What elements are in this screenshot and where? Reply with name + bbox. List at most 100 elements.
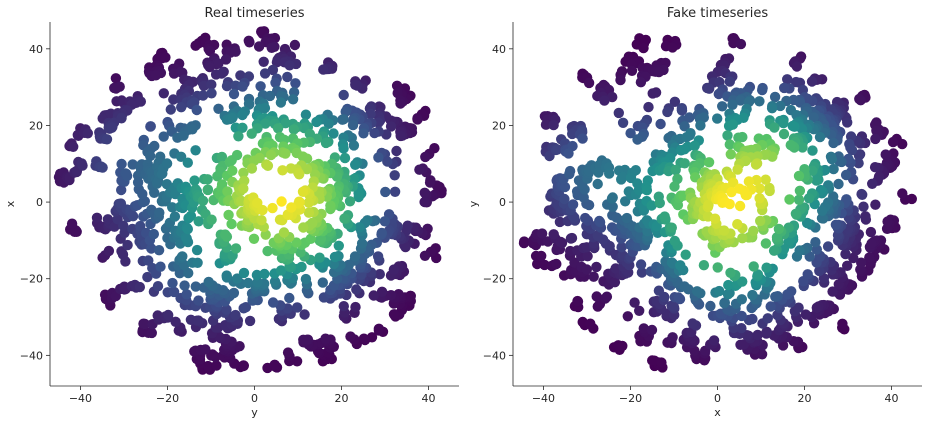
- scatter-point: [679, 158, 690, 169]
- scatter-point: [66, 218, 78, 229]
- scatter-point: [255, 81, 266, 92]
- scatter-point: [297, 186, 309, 197]
- scatter-point: [338, 301, 349, 312]
- scatter-point: [734, 200, 746, 212]
- scatter-point: [153, 245, 165, 256]
- scatter-point: [317, 277, 328, 288]
- scatter-point: [554, 216, 566, 228]
- scatter-point: [275, 265, 287, 276]
- x-ticks-real: −40 −20 0 20 40: [69, 386, 436, 405]
- scatter-point: [870, 199, 881, 210]
- scatter-point: [220, 54, 232, 65]
- scatter-point: [577, 133, 588, 144]
- scatter-point: [718, 225, 730, 236]
- scatter-point: [68, 141, 79, 152]
- scatter-point: [833, 178, 844, 190]
- scatter-point: [145, 121, 156, 132]
- x-tick-label: −20: [619, 392, 642, 405]
- scatter-point: [158, 88, 169, 99]
- scatter-point: [165, 104, 176, 115]
- scatter-point: [284, 60, 295, 71]
- scatter-point: [202, 184, 214, 195]
- y-axis-label-real: x: [4, 200, 17, 207]
- scatter-point: [103, 245, 115, 257]
- y-tick-label: 0: [36, 196, 43, 209]
- scatter-point: [412, 114, 423, 125]
- scatter-point: [655, 118, 666, 130]
- scatter-point: [187, 124, 198, 135]
- x-tick-label: 20: [335, 392, 349, 405]
- x-tick-label: 0: [714, 392, 721, 405]
- x-tick-label: 0: [251, 392, 258, 405]
- scatter-point: [155, 261, 166, 272]
- scatter-point: [351, 284, 362, 295]
- scatter-point: [736, 310, 747, 322]
- scatter-point: [551, 258, 562, 270]
- scatter-point: [376, 286, 388, 297]
- scatter-point: [280, 148, 291, 159]
- scatter-point: [552, 144, 563, 155]
- scatter-point: [197, 195, 209, 206]
- scatter-point: [625, 128, 636, 139]
- scatter-point: [338, 89, 349, 101]
- scatter-point: [110, 83, 122, 94]
- scatter-point: [169, 211, 181, 222]
- scatter-point: [110, 73, 122, 84]
- scatter-point: [260, 118, 271, 129]
- scatter-point: [311, 116, 322, 128]
- scatter-point: [244, 315, 256, 327]
- scatter-point: [154, 207, 165, 218]
- scatter-point: [206, 214, 217, 225]
- scatter-point: [727, 119, 738, 130]
- scatter-point: [794, 185, 806, 196]
- scatter-point: [724, 76, 735, 87]
- scatter-point: [243, 277, 254, 289]
- scatter-point: [296, 261, 307, 273]
- scatter-point: [244, 37, 255, 48]
- scatter-point: [230, 309, 241, 321]
- scatter-point: [807, 145, 818, 156]
- scatter-point: [581, 264, 592, 275]
- scatter-point: [269, 359, 280, 370]
- scatter-point: [221, 270, 232, 281]
- scatter-point: [754, 193, 765, 204]
- scatter-point: [139, 318, 150, 330]
- scatter-point: [216, 151, 228, 163]
- scatter-point: [607, 91, 618, 103]
- scatter-point: [170, 316, 181, 327]
- scatter-point: [145, 150, 156, 162]
- scatter-point: [213, 103, 224, 115]
- scatter-point: [193, 216, 204, 227]
- scatter-point: [142, 271, 153, 283]
- scatter-point: [683, 284, 694, 295]
- scatter-point: [621, 212, 633, 224]
- scatter-point: [291, 356, 303, 367]
- scatter-point: [760, 238, 772, 249]
- scatter-point: [840, 248, 851, 260]
- scatter-point: [604, 240, 615, 252]
- scatter-point: [365, 108, 376, 120]
- scatter-point: [764, 182, 775, 194]
- scatter-point: [395, 130, 406, 142]
- scatter-point: [818, 273, 830, 284]
- scatter-point: [282, 71, 293, 83]
- scatter-point: [617, 171, 629, 182]
- scatter-point: [177, 251, 188, 262]
- scatter-point: [743, 176, 755, 187]
- scatter-point: [775, 100, 786, 112]
- scatter-point: [635, 77, 647, 88]
- scatter-point: [750, 159, 762, 170]
- y-tick-label: −20: [20, 273, 43, 286]
- scatter-point: [339, 152, 351, 164]
- scatter-point: [782, 74, 793, 85]
- scatter-point: [248, 233, 260, 244]
- scatter-point: [617, 340, 628, 352]
- scatter-point: [349, 251, 361, 262]
- scatter-point: [118, 220, 129, 231]
- scatter-point: [593, 167, 604, 178]
- scatter-point: [797, 142, 808, 153]
- scatter-point: [262, 160, 274, 171]
- scatter-point: [167, 202, 178, 213]
- scatter-point: [853, 158, 864, 169]
- scatter-point: [157, 168, 168, 179]
